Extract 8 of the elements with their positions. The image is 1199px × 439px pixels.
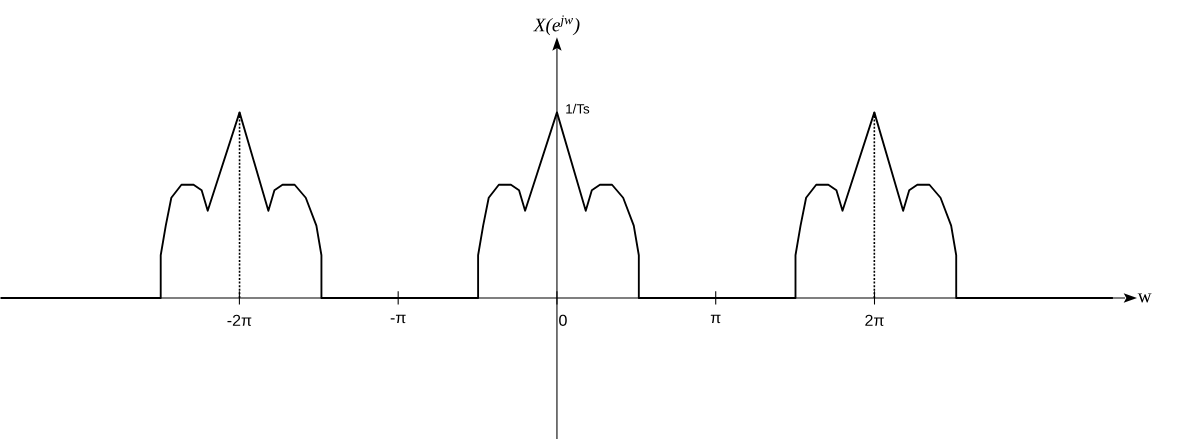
x-tick-label: π <box>710 314 721 324</box>
x-axis-title: w <box>1137 293 1152 303</box>
x-tick-label: 2π <box>865 314 884 326</box>
x-tick-label: -π <box>390 314 406 324</box>
y-axis-title: X(e$^{jw}$) <box>533 15 580 36</box>
x-tick-label: 0 <box>559 314 567 326</box>
x-tick-label: -2π <box>227 314 252 326</box>
annotation: 1/Ts <box>566 103 590 114</box>
